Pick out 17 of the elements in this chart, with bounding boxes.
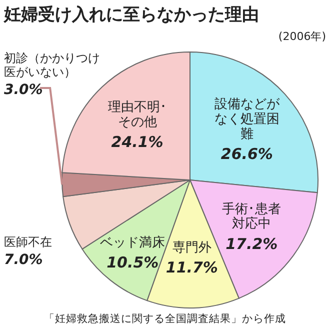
chart-subtitle: (2006年) — [278, 30, 326, 43]
slice-label: 設備などがなく処置困難 — [214, 96, 280, 142]
slice-label: 専門外 — [172, 240, 212, 256]
data-label: 11.7% — [166, 258, 218, 276]
data-label: 3.0% — [4, 82, 43, 98]
slice-label: ベッド満床 — [100, 236, 166, 251]
text: 「妊婦救急搬送に関する全国調査結果」から作成 — [44, 312, 286, 325]
slice-label: 医師不在 — [4, 234, 52, 249]
data-label: 24.1% — [111, 133, 164, 152]
chart-title: 妊婦受け入れに至らなかった理由 — [3, 5, 259, 25]
slice-label: 初診（かかりつけ医がいない） — [4, 51, 100, 79]
data-label: 26.6% — [220, 144, 273, 163]
data-label: 10.5% — [106, 254, 159, 272]
slice-label: 理由不明･その他 — [108, 100, 167, 130]
data-label: 17.2% — [226, 234, 278, 253]
slice-label: 手術･患者対応中 — [222, 202, 282, 232]
data-label: 7.0% — [4, 252, 43, 268]
